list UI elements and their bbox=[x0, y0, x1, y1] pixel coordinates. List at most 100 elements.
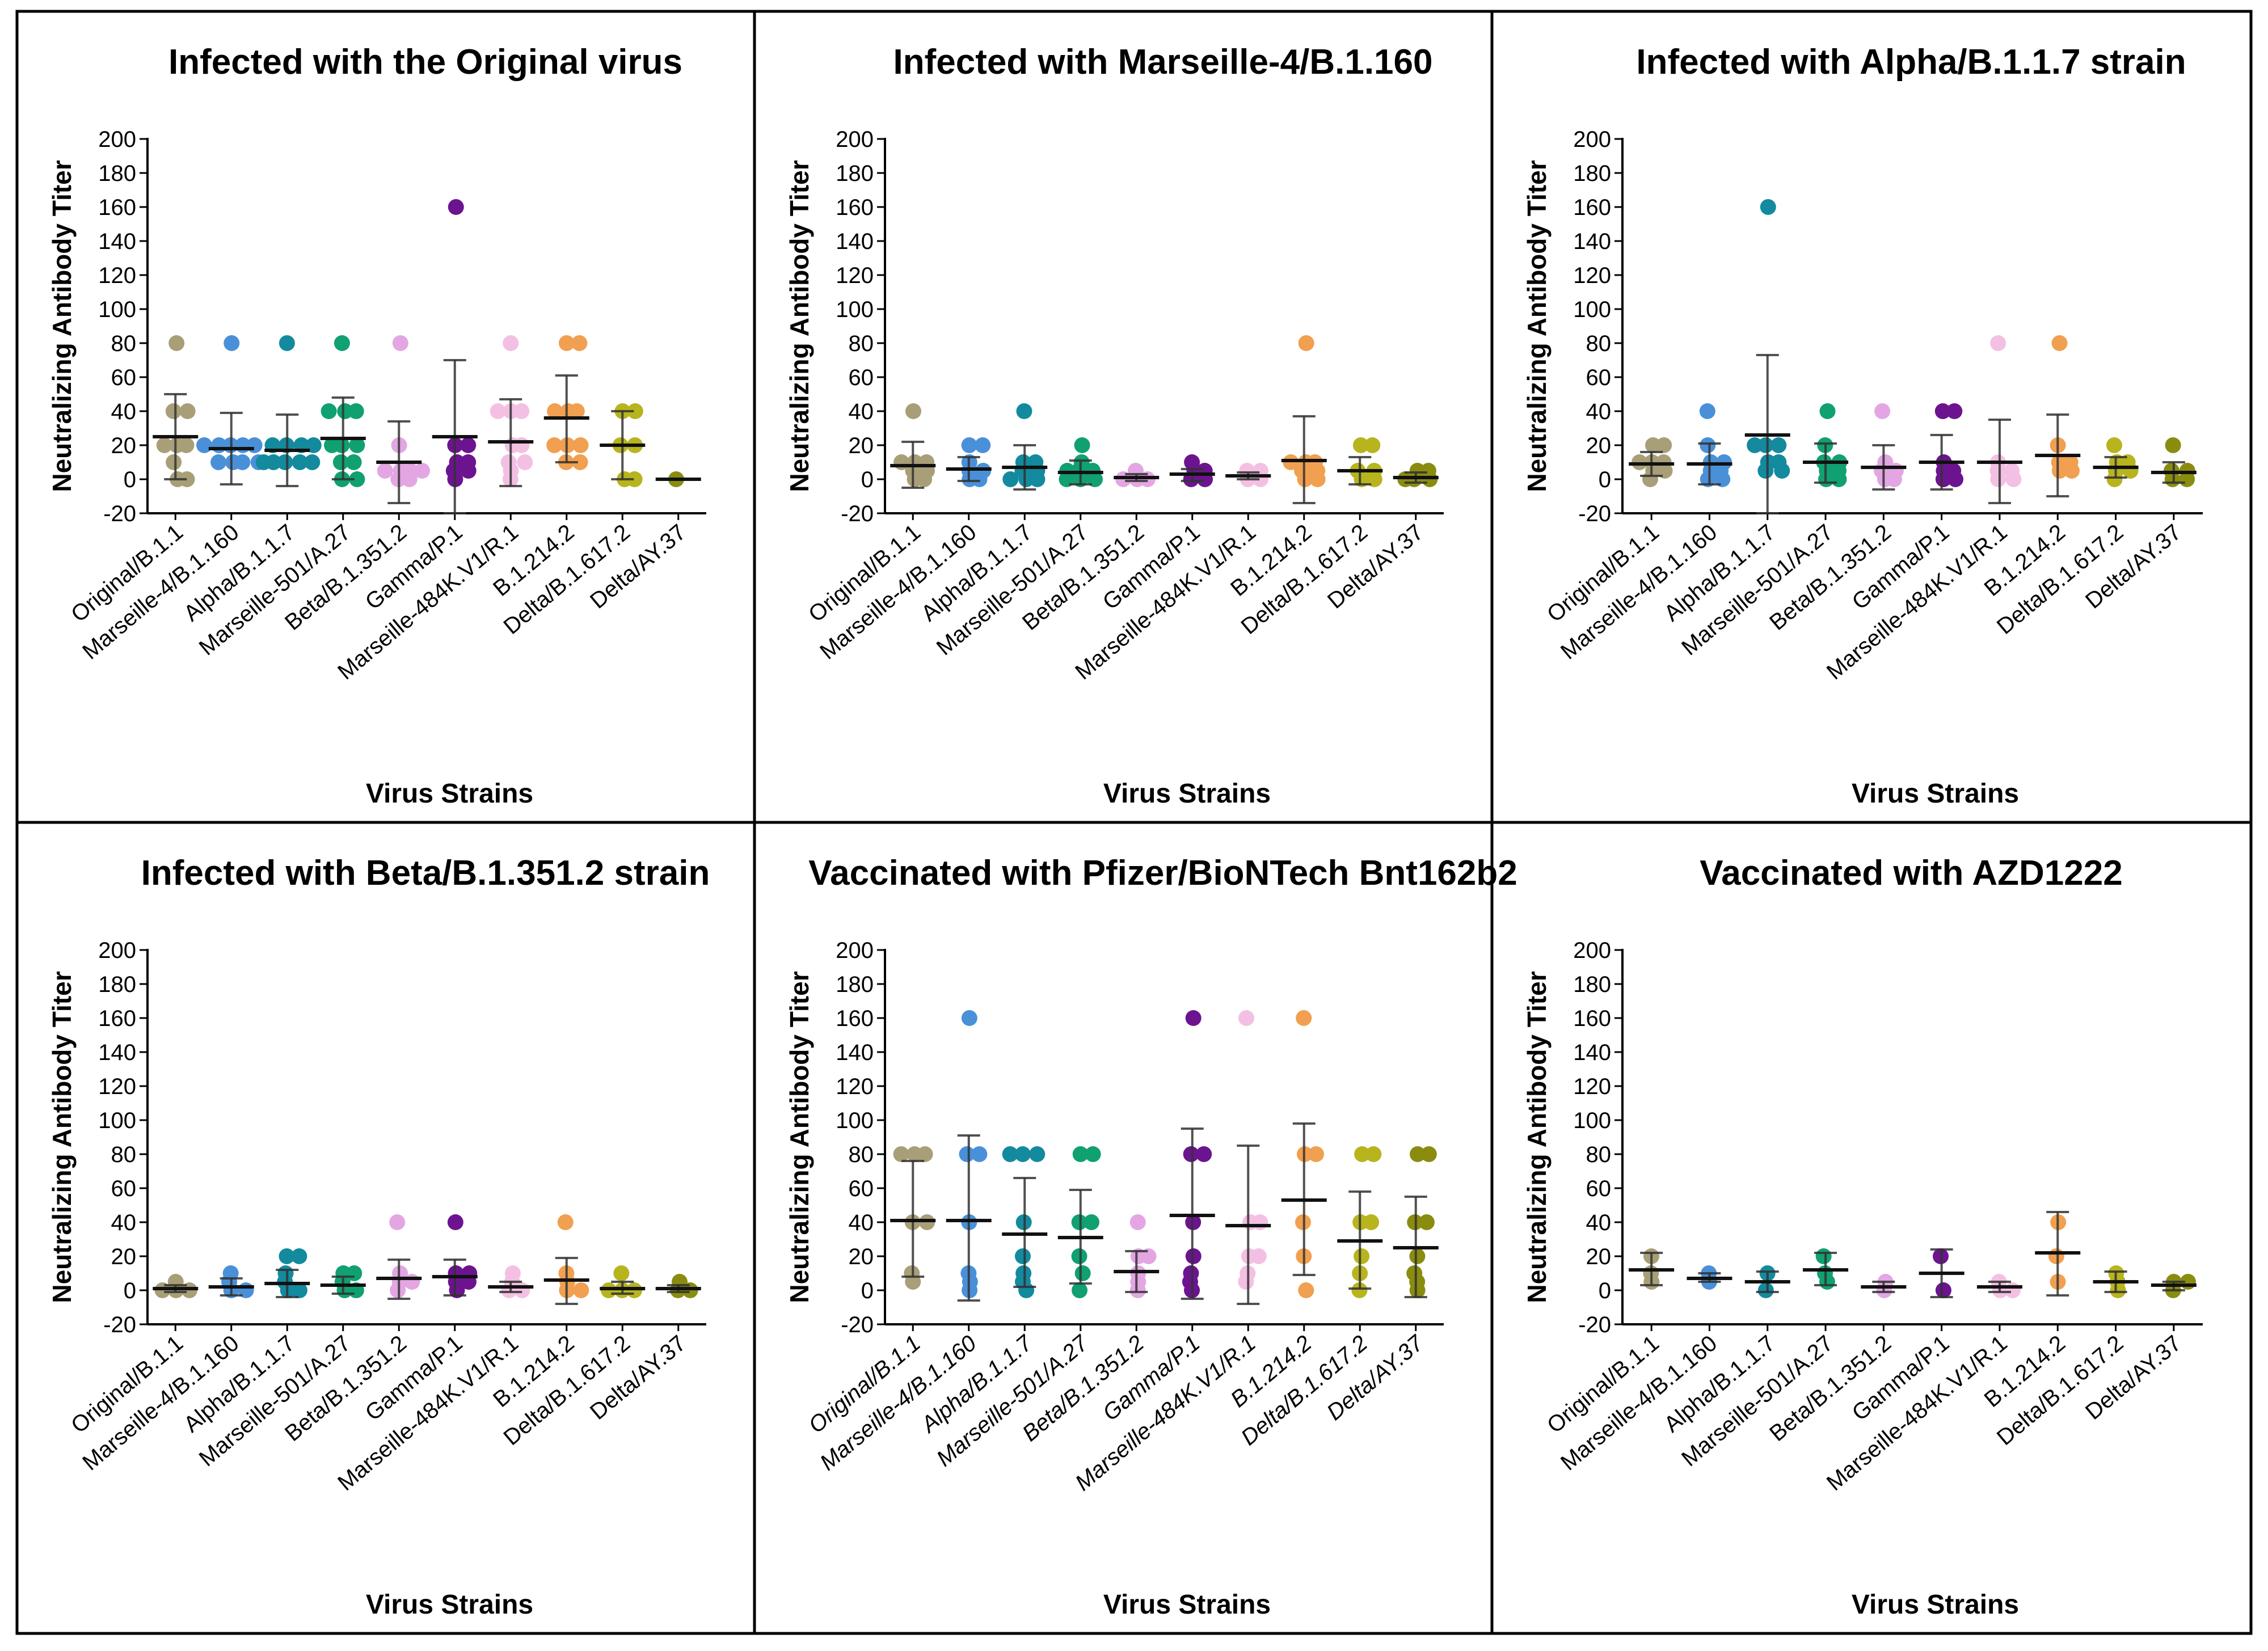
data-point bbox=[1185, 1248, 1202, 1264]
data-point bbox=[1014, 1248, 1031, 1264]
data-point bbox=[2048, 1248, 2064, 1264]
y-tick-label: 140 bbox=[836, 229, 874, 254]
data-point bbox=[332, 454, 349, 470]
chart-title: Infected with Alpha/B.1.1.7 strain bbox=[1636, 43, 2186, 82]
series-1 bbox=[890, 1146, 936, 1290]
data-point bbox=[1250, 1248, 1267, 1264]
data-point bbox=[1757, 1282, 1774, 1298]
data-point bbox=[156, 437, 172, 453]
chart-title: Infected with Marseille-4/B.1.160 bbox=[893, 43, 1432, 82]
data-point bbox=[959, 1146, 975, 1162]
series-10 bbox=[1393, 1146, 1439, 1298]
y-tick-label: 140 bbox=[1573, 229, 1611, 254]
y-tick-label: 120 bbox=[836, 263, 874, 288]
data-point bbox=[2122, 463, 2139, 479]
y-tick-label: 80 bbox=[1586, 331, 1612, 356]
y-tick-label: 20 bbox=[849, 433, 874, 458]
chart-panel-4: Infected with Beta/B.1.351.2 strain Neutr… bbox=[47, 854, 710, 1620]
y-tick-label: 60 bbox=[1586, 1176, 1612, 1201]
series-3 bbox=[1002, 403, 1048, 491]
y-tick-label: 40 bbox=[111, 399, 137, 424]
y-tick-label: 120 bbox=[836, 1074, 874, 1099]
chart-panel-2: Infected with Marseille-4/B.1.160 Neutral… bbox=[785, 43, 1444, 809]
chart-title: Infected with Beta/B.1.351.2 strain bbox=[141, 854, 710, 893]
data-point bbox=[893, 1146, 909, 1162]
data-point bbox=[2051, 463, 2068, 479]
data-point bbox=[2063, 463, 2080, 479]
series-8 bbox=[1281, 335, 1327, 504]
data-point bbox=[1352, 437, 1369, 453]
chart-panel-3: Infected with Alpha/B.1.1.7 strain Neutra… bbox=[1522, 43, 2203, 809]
data-point bbox=[1946, 403, 1963, 419]
series-5 bbox=[376, 1214, 422, 1300]
x-axis-label: Virus Strains bbox=[1103, 779, 1271, 809]
y-tick-label: 60 bbox=[849, 1176, 874, 1201]
data-point bbox=[1774, 463, 1790, 479]
data-point bbox=[1298, 1282, 1314, 1298]
data-point bbox=[557, 1214, 574, 1230]
series-3 bbox=[1002, 1146, 1048, 1298]
data-point bbox=[401, 471, 418, 487]
y-tick-label: 120 bbox=[1573, 1074, 1611, 1099]
data-point bbox=[1129, 1214, 1146, 1230]
series-7 bbox=[1976, 335, 2022, 504]
series-2 bbox=[946, 1010, 992, 1302]
chart-title: Infected with the Original virus bbox=[168, 43, 682, 82]
data-point bbox=[2004, 1282, 2021, 1298]
series-1 bbox=[153, 1274, 199, 1298]
y-tick-label: 20 bbox=[1586, 1244, 1612, 1269]
series-2 bbox=[1687, 1265, 1732, 1290]
data-point bbox=[1238, 1010, 1254, 1026]
data-point bbox=[513, 403, 530, 419]
data-point bbox=[1071, 1248, 1087, 1264]
series-10 bbox=[1393, 463, 1439, 487]
series-9 bbox=[2093, 437, 2139, 487]
data-point bbox=[1364, 437, 1381, 453]
data-point bbox=[905, 403, 921, 419]
series-5 bbox=[1861, 403, 1907, 491]
data-point bbox=[1029, 471, 1046, 487]
series-9 bbox=[1337, 1146, 1383, 1298]
chart-title: Vaccinated with AZD1222 bbox=[1700, 854, 2122, 893]
y-tick-label: 120 bbox=[1573, 263, 1611, 288]
data-point bbox=[1815, 1248, 1832, 1264]
data-point bbox=[234, 454, 251, 470]
y-tick-label: -20 bbox=[841, 501, 874, 526]
series-3 bbox=[1744, 1265, 1790, 1298]
x-axis-label: Virus Strains bbox=[1103, 1590, 1271, 1620]
y-tick-label: 180 bbox=[836, 972, 874, 997]
y-tick-label: 0 bbox=[1599, 1278, 1611, 1303]
data-point bbox=[210, 454, 227, 470]
data-point bbox=[246, 437, 263, 453]
data-point bbox=[1819, 1274, 1835, 1290]
y-tick-label: 80 bbox=[111, 1142, 137, 1167]
y-tick-label: 60 bbox=[111, 365, 137, 390]
data-point bbox=[1074, 437, 1090, 453]
y-tick-label: 100 bbox=[836, 1108, 874, 1133]
series-10 bbox=[2151, 1274, 2197, 1298]
data-point bbox=[1886, 471, 1902, 487]
x-axis-label: Virus Strains bbox=[366, 779, 533, 809]
data-point bbox=[573, 1282, 589, 1298]
series-8 bbox=[1281, 1010, 1327, 1298]
data-point bbox=[1014, 1146, 1031, 1162]
y-tick-label: 80 bbox=[849, 1142, 874, 1167]
data-point bbox=[1238, 1274, 1254, 1290]
series-8 bbox=[2035, 1211, 2081, 1297]
data-point bbox=[179, 471, 195, 487]
data-point bbox=[1185, 1010, 1202, 1026]
series-7 bbox=[1976, 1274, 2022, 1298]
y-tick-label: 140 bbox=[836, 1040, 874, 1065]
data-point bbox=[1129, 1282, 1146, 1298]
data-point bbox=[448, 199, 464, 215]
y-tick-label: 180 bbox=[98, 161, 136, 186]
data-point bbox=[377, 463, 393, 479]
data-point bbox=[1418, 1214, 1435, 1230]
data-point bbox=[1071, 1214, 1087, 1230]
data-point bbox=[337, 403, 353, 419]
y-tick-label: -20 bbox=[103, 501, 136, 526]
data-point bbox=[916, 471, 933, 487]
y-tick-label: 80 bbox=[849, 331, 874, 356]
x-axis-label: Virus Strains bbox=[1852, 779, 2019, 809]
data-point bbox=[404, 1274, 420, 1290]
